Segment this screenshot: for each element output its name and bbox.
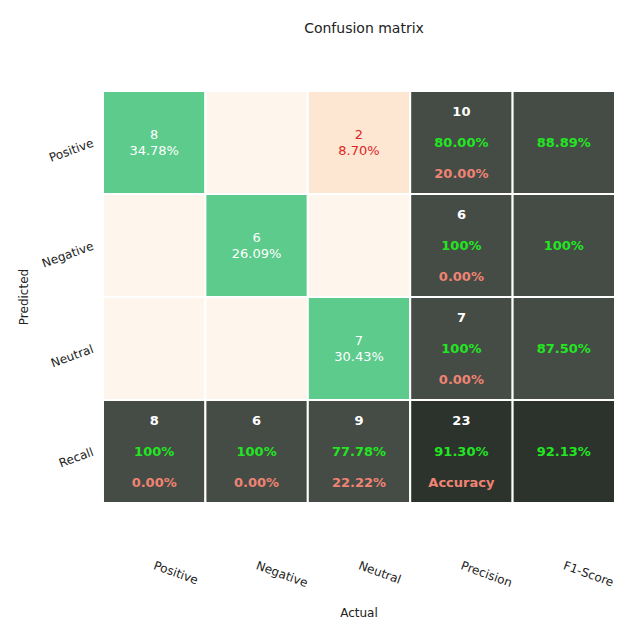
svg-text:Negative: Negative — [254, 558, 309, 590]
svg-text:Neutral: Neutral — [357, 558, 403, 586]
svg-text:0.00%: 0.00% — [439, 269, 484, 284]
svg-text:Positive: Positive — [152, 558, 200, 587]
svg-text:8: 8 — [150, 127, 158, 142]
svg-text:80.00%: 80.00% — [434, 135, 488, 150]
svg-text:Positive: Positive — [47, 136, 95, 165]
svg-text:6: 6 — [252, 230, 260, 245]
svg-text:Accuracy: Accuracy — [428, 475, 495, 490]
svg-text:77.78%: 77.78% — [332, 444, 386, 459]
svg-text:0.00%: 0.00% — [439, 372, 484, 387]
svg-text:20.00%: 20.00% — [434, 166, 488, 181]
svg-text:88.89%: 88.89% — [537, 135, 591, 150]
svg-text:34.78%: 34.78% — [129, 143, 179, 158]
svg-text:9: 9 — [354, 413, 363, 428]
svg-text:7: 7 — [457, 310, 466, 325]
svg-text:Predicted: Predicted — [17, 269, 31, 325]
svg-text:10: 10 — [452, 104, 470, 119]
svg-text:2: 2 — [355, 127, 363, 142]
svg-text:Neutral: Neutral — [49, 342, 95, 370]
svg-text:Recall: Recall — [57, 445, 95, 470]
svg-text:100%: 100% — [237, 444, 277, 459]
svg-text:30.43%: 30.43% — [334, 349, 384, 364]
svg-text:91.30%: 91.30% — [434, 444, 488, 459]
svg-text:F1-Score: F1-Score — [561, 558, 615, 589]
svg-text:7: 7 — [355, 333, 363, 348]
svg-text:92.13%: 92.13% — [537, 444, 591, 459]
svg-text:100%: 100% — [134, 444, 174, 459]
svg-text:26.09%: 26.09% — [232, 246, 282, 261]
svg-text:6: 6 — [457, 207, 466, 222]
svg-text:100%: 100% — [441, 238, 481, 253]
svg-text:8: 8 — [150, 413, 159, 428]
svg-text:100%: 100% — [544, 238, 584, 253]
svg-text:Actual: Actual — [340, 606, 378, 620]
svg-text:23: 23 — [452, 413, 470, 428]
svg-text:0.00%: 0.00% — [234, 475, 279, 490]
svg-text:8.70%: 8.70% — [338, 143, 379, 158]
svg-text:22.22%: 22.22% — [332, 475, 386, 490]
svg-text:6: 6 — [252, 413, 261, 428]
svg-text:Precision: Precision — [459, 558, 514, 589]
svg-text:Confusion matrix: Confusion matrix — [304, 20, 424, 36]
svg-text:Negative: Negative — [40, 239, 95, 271]
svg-text:0.00%: 0.00% — [132, 475, 177, 490]
svg-text:87.50%: 87.50% — [537, 341, 591, 356]
svg-text:100%: 100% — [441, 341, 481, 356]
